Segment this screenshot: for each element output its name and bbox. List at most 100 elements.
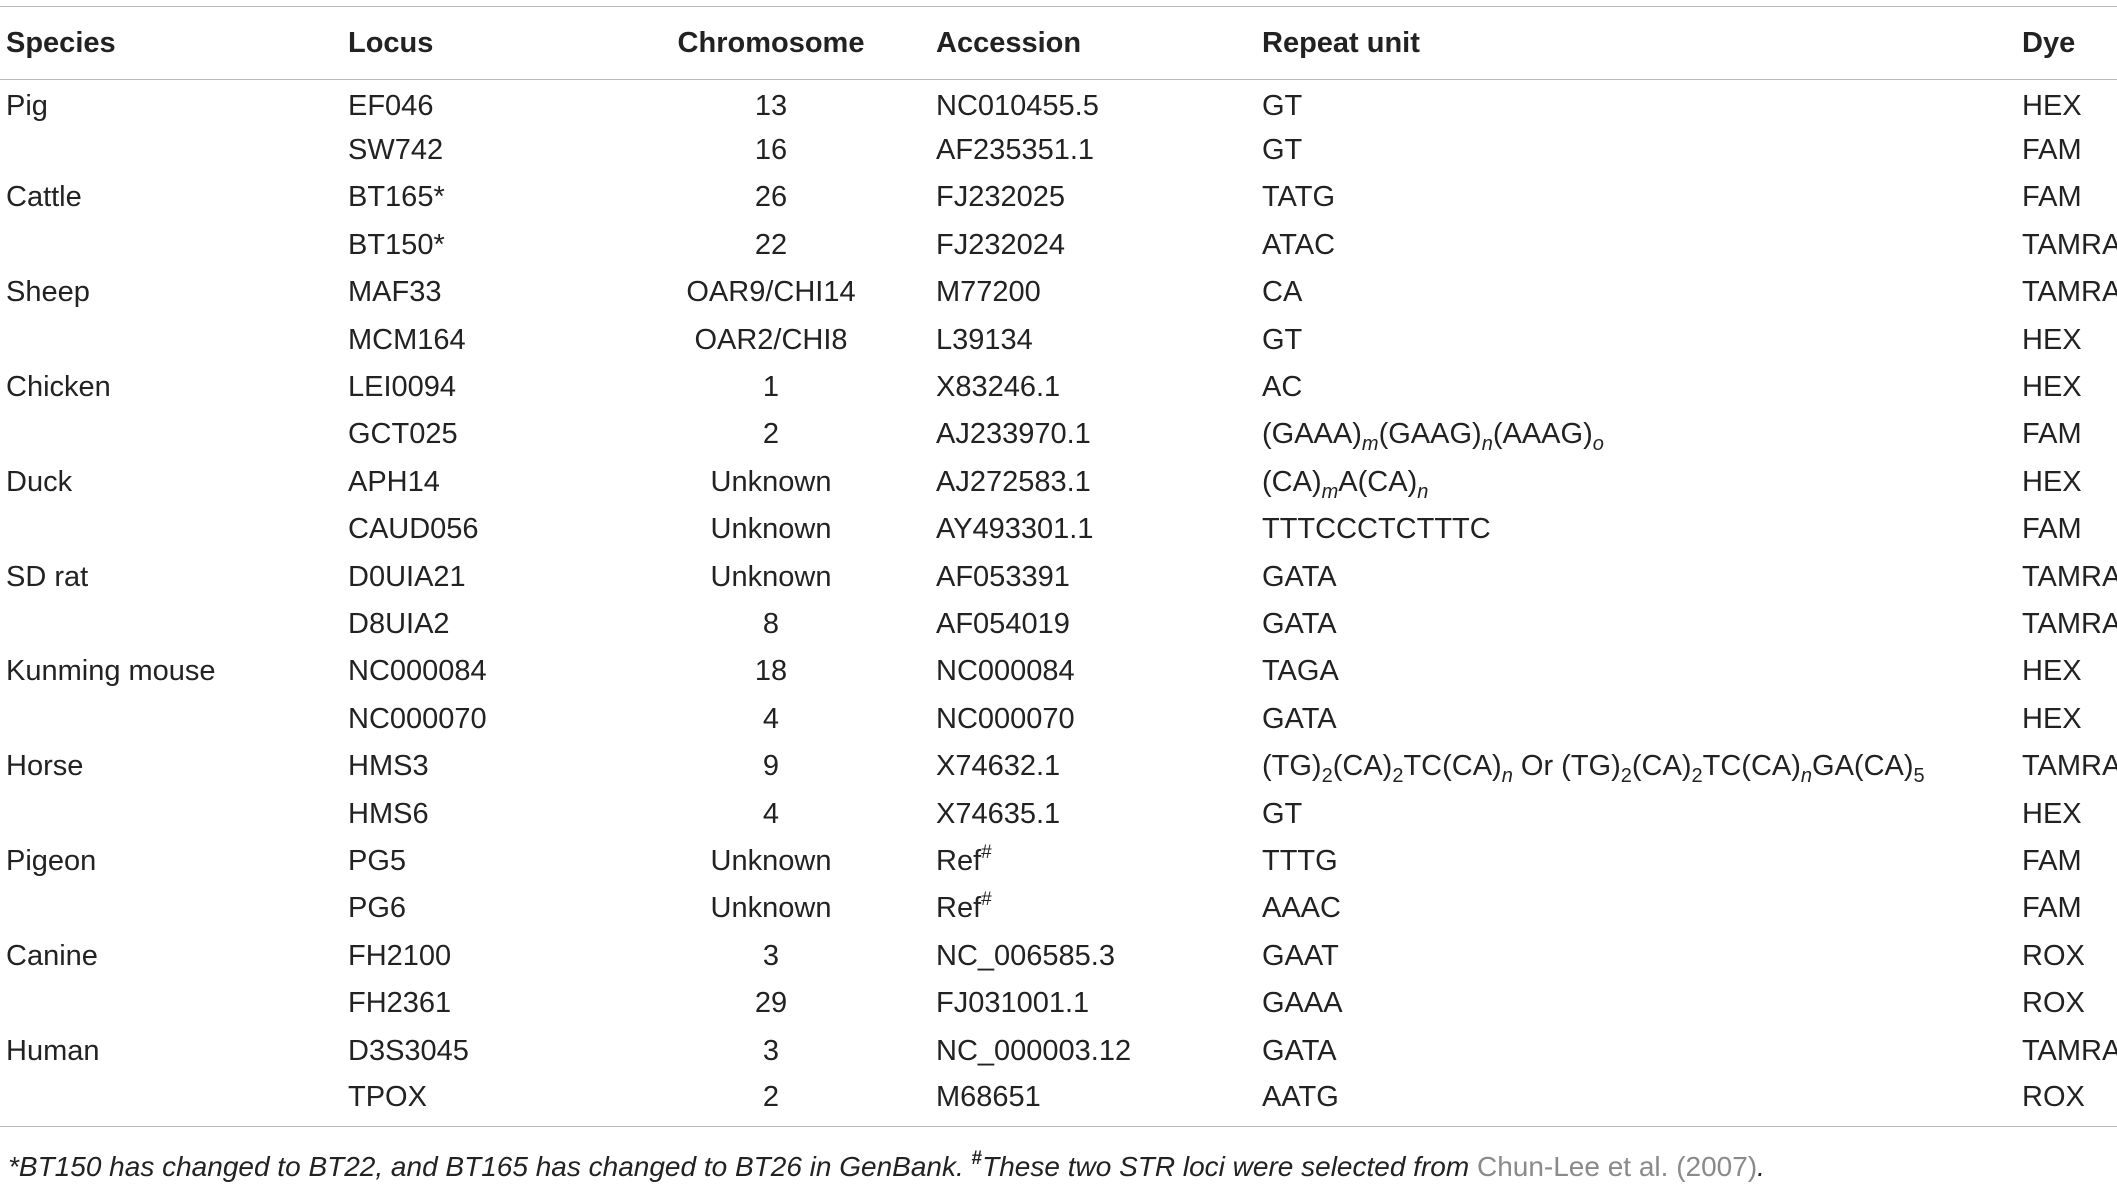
table-row: TPOX 2 M68651 AATG ROX [0,1074,2117,1128]
cell-repeat-unit: (GAAA)m(GAAG)n(AAAG)o [1262,418,1604,456]
cell-accession: AY493301.1 [936,513,1094,546]
cell-chromosome: 3 [762,1034,780,1067]
cell-dye: TAMRA [2022,276,2117,309]
cell-chromosome: 4 [762,797,780,830]
cell-repeat-unit: GATA [1262,560,1337,593]
header-chromosome: Chromosome [606,6,936,80]
cell-species: Horse [6,750,84,783]
cell-chromosome: 29 [754,987,788,1020]
cell-dye: FAM [2022,844,2082,877]
table-row: Pigeon PG5 Unknown Ref# TTTG FAM [0,838,2117,885]
table-body: Pig EF046 13 NC010455.5 GT HEX SW742 16 AF235351… [0,80,2117,1128]
footnote-text-2: These two STR loci were selected from [982,1151,1477,1182]
table-row: Human D3S3045 3 NC_000003.12 GATA TAMRA [0,1027,2117,1074]
cell-repeat-unit: GT [1262,323,1303,356]
table-row: Sheep MAF33 OAR9/CHI14 M77200 CA TAMRA [0,269,2117,316]
cell-accession: AJ272583.1 [936,465,1091,498]
cell-accession: Ref# [936,889,992,925]
cell-accession: AF054019 [936,607,1070,640]
header-dye: Dye [2022,6,2117,80]
cell-repeat-unit: GAAA [1262,987,1343,1020]
cell-repeat-unit: CA [1262,276,1303,309]
cell-dye: TAMRA [2022,750,2117,783]
cell-species: Duck [6,465,73,498]
cell-accession: L39134 [936,323,1033,356]
cell-chromosome: 26 [754,181,788,214]
cell-locus: MAF33 [348,276,442,309]
cell-dye: HEX [2022,702,2082,735]
cell-repeat-unit: (CA)mA(CA)n [1262,465,1429,503]
cell-repeat-unit: GAAT [1262,939,1339,972]
cell-locus: D8UIA2 [348,607,450,640]
table-row: Cattle BT165* 26 FJ232025 TATG FAM [0,174,2117,221]
cell-dye: ROX [2022,1074,2117,1128]
reference-link[interactable]: Chun-Lee et al. (2007) [1476,1151,1758,1182]
table-row: GCT025 2 AJ233970.1 (GAAA)m(GAAG)n(AAAG)o FA… [0,411,2117,458]
cell-species: Kunming mouse [6,655,216,688]
cell-dye: TAMRA [2022,228,2117,261]
cell-species [0,1074,348,1128]
header-row: Species Locus Chromosome Accession Repea… [0,6,2117,80]
cell-chromosome: Unknown [710,892,832,925]
table-footnote: *BT150 has changed to BT22, and BT165 ha… [8,1149,1765,1183]
cell-accession: AF235351.1 [936,134,1095,167]
cell-accession: NC000084 [936,655,1075,688]
cell-dye: ROX [2022,939,2085,972]
cell-accession: FJ232024 [936,228,1065,261]
cell-chromosome: 8 [762,607,780,640]
cell-locus: D3S3045 [348,1034,469,1067]
cell-locus: PG6 [348,892,407,925]
cell-accession: FJ031001.1 [936,987,1090,1020]
cell-dye: FAM [2022,418,2082,451]
cell-accession: NC_006585.3 [936,939,1115,972]
cell-chromosome: 4 [762,702,780,735]
table-row: PG6 Unknown Ref# AAAC FAM [0,885,2117,932]
cell-chromosome: 18 [754,655,788,688]
cell-dye: ROX [2022,987,2085,1020]
cell-chromosome: 9 [762,750,780,783]
cell-locus: TPOX [348,1074,606,1128]
cell-species [0,316,348,363]
cell-repeat-unit: AC [1262,371,1303,404]
cell-species [0,222,348,269]
cell-accession: NC_000003.12 [936,1034,1132,1067]
table-row: SW742 16 AF235351.1 GT FAM [0,127,2117,174]
cell-locus: NC000070 [348,702,487,735]
cell-chromosome: 2 [606,1074,936,1128]
cell-repeat-unit: TTTCCCTCTTTC [1262,513,1491,546]
cell-accession: FJ232025 [936,181,1065,214]
table-header: Species Locus Chromosome Accession Repea… [0,6,2117,80]
footnote-text-1: *BT150 has changed to BT22, and BT165 ha… [8,1151,972,1182]
cell-species: Pigeon [6,844,97,877]
table-row: Canine FH2100 3 NC_006585.3 GAAT ROX [0,933,2117,980]
header-accession: Accession [936,6,1262,80]
header-species: Species [0,6,348,80]
cell-dye: TAMRA [2022,607,2117,640]
table-row: Duck APH14 Unknown AJ272583.1 (CA)mA(CA)n HEX [0,459,2117,506]
cell-dye: TAMRA [2022,560,2117,593]
table-row: SD rat D0UIA21 Unknown AF053391 GATA TAMRA [0,553,2117,600]
cell-locus: FH2100 [348,939,452,972]
cell-chromosome: 16 [754,134,788,167]
cell-repeat-unit: GT [1262,89,1303,122]
cell-chromosome: 3 [762,939,780,972]
cell-dye: TAMRA [2022,1034,2117,1067]
cell-dye: HEX [2022,465,2082,498]
cell-locus: HMS6 [348,797,429,830]
cell-species [0,127,348,174]
table-row: D8UIA2 8 AF054019 GATA TAMRA [0,601,2117,648]
cell-accession: X83246.1 [936,371,1061,404]
cell-accession: NC000070 [936,702,1075,735]
cell-locus: LEI0094 [348,371,457,404]
cell-species [0,411,348,458]
table-row: Chicken LEI0094 1 X83246.1 AC HEX [0,364,2117,411]
cell-dye: HEX [2022,89,2082,122]
cell-dye: HEX [2022,323,2082,356]
cell-species: Chicken [6,371,111,404]
cell-repeat-unit: GATA [1262,1034,1337,1067]
cell-chromosome: Unknown [710,560,832,593]
cell-chromosome: OAR9/CHI14 [686,276,856,309]
footnote-end: . [1757,1151,1765,1182]
cell-locus: CAUD056 [348,513,479,546]
